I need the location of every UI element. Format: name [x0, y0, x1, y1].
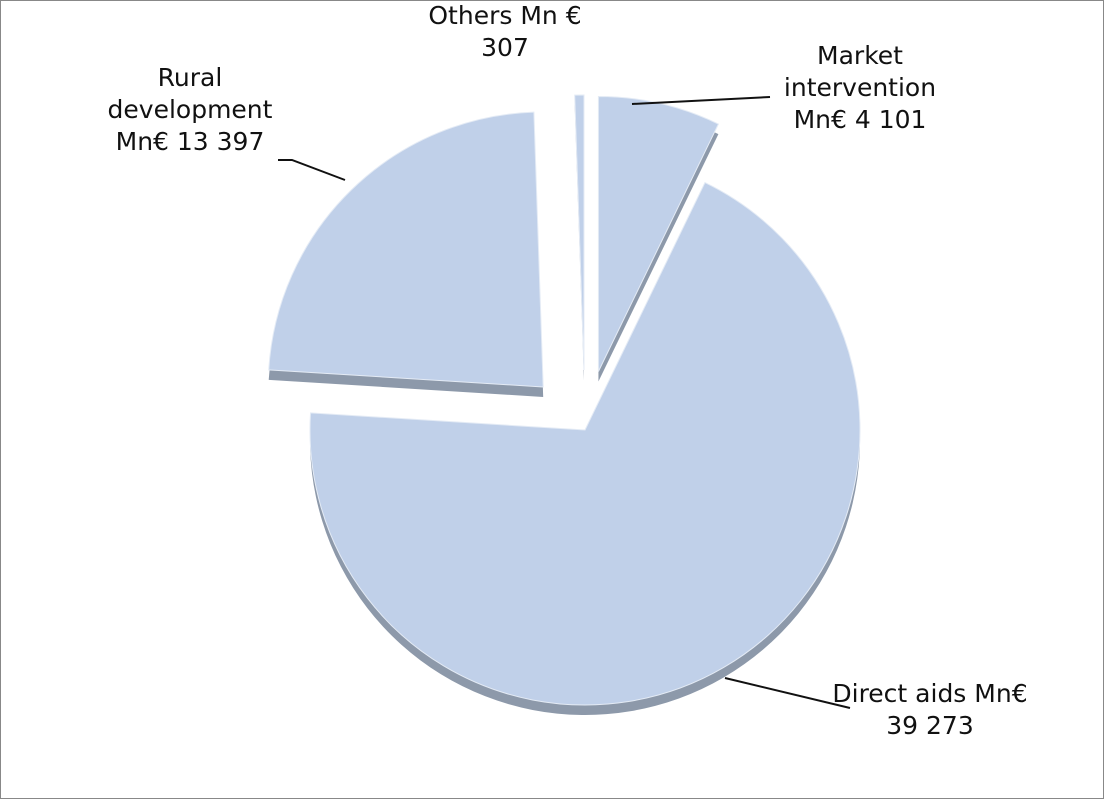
leader-line: [278, 159, 346, 181]
leader-line: [724, 677, 851, 709]
category-label: Market intervention: [783, 41, 937, 102]
value-label: Mn€ 13 397: [115, 127, 265, 156]
slice-label: Rural development Mn€ 13 397: [80, 62, 300, 158]
slice-label: Direct aids Mn€ 39 273: [830, 678, 1030, 742]
leader-line: [631, 96, 771, 105]
category-label: Direct aids: [832, 679, 967, 708]
category-label: Others: [428, 1, 513, 30]
value-label: Mn€ 4 101: [793, 105, 927, 134]
category-label: Rural development: [107, 63, 273, 124]
slice-label: Market intervention Mn€ 4 101: [760, 40, 960, 136]
value-label: Mn€ 39 273: [886, 679, 1028, 740]
slice: [574, 94, 585, 371]
slice: [268, 111, 544, 388]
value-label: Mn € 307: [481, 1, 582, 62]
slice: [309, 181, 861, 706]
slice-label: Others Mn € 307: [405, 0, 605, 64]
leader-lines: [278, 96, 851, 709]
